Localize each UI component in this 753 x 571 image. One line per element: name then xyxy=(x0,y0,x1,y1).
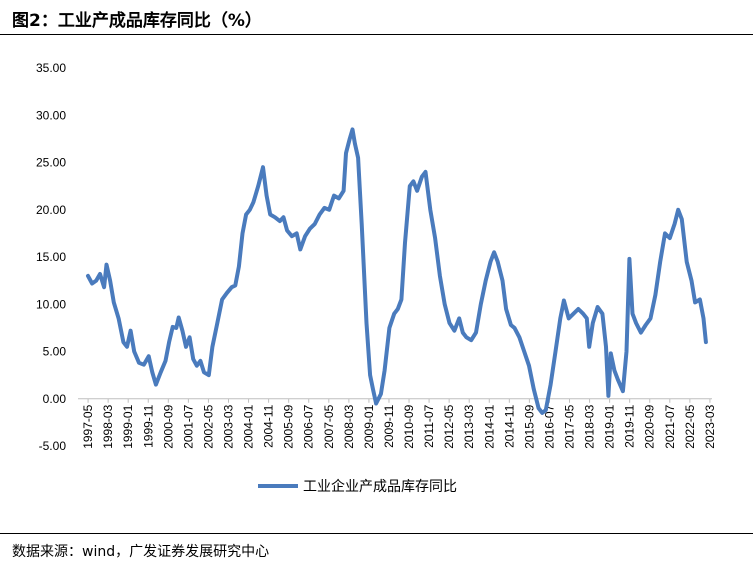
y-tick-label: 10.00 xyxy=(36,297,66,311)
y-tick-label: 0.00 xyxy=(43,392,67,406)
y-tick-label: 25.00 xyxy=(36,156,66,170)
x-tick-label: 1997-05 xyxy=(81,404,95,448)
legend: 工业企业产成品库存同比 xyxy=(258,478,457,495)
y-tick-label: 20.00 xyxy=(36,203,66,217)
x-tick-label: 2021-07 xyxy=(663,404,677,448)
y-tick-label: 30.00 xyxy=(36,108,66,122)
x-tick-label: 2005-09 xyxy=(282,404,296,448)
x-tick-label: 2008-03 xyxy=(342,404,356,448)
x-tick-label: 2016-07 xyxy=(542,404,556,448)
x-tick-label: 2020-09 xyxy=(643,404,657,448)
x-tick-label: 2017-05 xyxy=(563,404,577,448)
x-tick-label: 1999-01 xyxy=(121,404,135,448)
x-tick-label: 2012-05 xyxy=(442,404,456,448)
bottom-divider xyxy=(0,533,753,534)
x-tick-label: 2001-07 xyxy=(181,404,195,448)
legend-label: 工业企业产成品库存同比 xyxy=(303,478,457,495)
x-tick-label: 1998-03 xyxy=(101,404,115,448)
x-tick-label: 2010-09 xyxy=(402,404,416,448)
x-tick-label: 2018-03 xyxy=(583,404,597,448)
x-tick-label: 1999-11 xyxy=(141,404,155,447)
y-tick-label: 15.00 xyxy=(36,250,66,264)
line-chart: 35.00 30.00 25.00 20.00 15.00 10.00 5.00 0.00 -5… xyxy=(36,61,717,495)
y-tick-label: 5.00 xyxy=(43,345,67,359)
x-tick-label: 2023-03 xyxy=(703,404,717,448)
x-tick-label: 2015-09 xyxy=(522,404,536,448)
y-axis: 35.00 30.00 25.00 20.00 15.00 10.00 5.00 0.00 -5… xyxy=(36,61,66,453)
x-tick-label: 2014-01 xyxy=(482,404,496,448)
x-tick-label: 2004-01 xyxy=(242,404,256,448)
x-tick-label: 2006-07 xyxy=(302,404,316,448)
x-tick-label: 2009-11 xyxy=(382,404,396,447)
x-tick-label: 2009-01 xyxy=(362,404,376,448)
series-line-inventory-yoy xyxy=(86,127,708,415)
x-tick-label: 2019-01 xyxy=(603,404,617,448)
x-tick-label: 2003-03 xyxy=(221,404,235,448)
x-tick-label: 2007-05 xyxy=(322,404,336,448)
chart-title: 图2：工业产成品库存同比（%） xyxy=(12,11,262,31)
x-tick-label: 2014-11 xyxy=(502,404,516,447)
top-divider xyxy=(0,34,753,35)
x-axis: 1997-05 1998-03 1999-01 1999-11 2000-09 2001-… xyxy=(81,398,717,449)
x-tick-label: 2019-11 xyxy=(623,404,637,447)
y-tick-label: 35.00 xyxy=(36,61,66,75)
x-tick-label: 2022-05 xyxy=(683,404,697,448)
x-tick-label: 2013-03 xyxy=(462,404,476,448)
x-tick-label: 2000-09 xyxy=(161,404,175,448)
x-tick-label: 2011-07 xyxy=(422,404,436,447)
y-tick-label: -5.00 xyxy=(39,439,67,453)
x-tick-label: 2002-05 xyxy=(201,404,215,448)
x-tick-label: 2004-11 xyxy=(262,404,276,447)
source-note: 数据来源：wind，广发证券发展研究中心 xyxy=(12,544,270,560)
